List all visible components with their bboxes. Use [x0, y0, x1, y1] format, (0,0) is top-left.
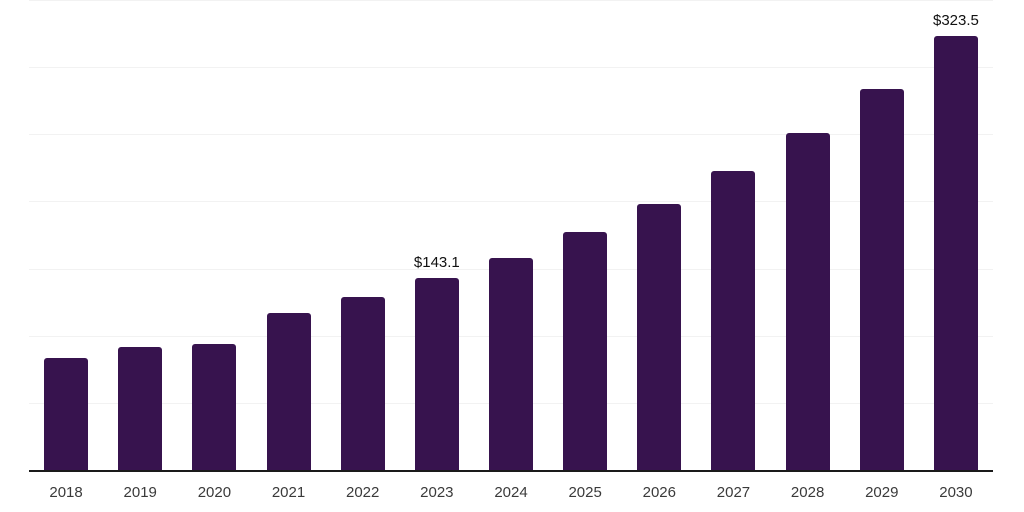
bar-2023: [414, 277, 459, 470]
x-tick-label-2019: 2019: [123, 484, 157, 501]
bar-2018: [44, 357, 89, 470]
bar-2024: [489, 258, 533, 470]
bar-2021: [266, 313, 311, 470]
bar-2027: [711, 171, 756, 470]
gridline-350: [29, 0, 993, 1]
bar-2022: [340, 297, 385, 470]
x-tick-label-2025: 2025: [568, 484, 602, 501]
x-axis-line: [29, 470, 993, 472]
gridline-200: [29, 201, 993, 203]
bar-2020: [192, 343, 237, 470]
value-label-2030: $323.5: [932, 11, 979, 29]
value-label-2023: $143.1: [413, 253, 460, 271]
gridline-250: [29, 134, 993, 136]
x-tick-label-2024: 2024: [494, 484, 528, 501]
x-tick-label-2027: 2027: [716, 484, 751, 501]
x-tick-label-2030: 2030: [939, 484, 973, 501]
x-tick-label-2023: 2023: [420, 484, 454, 501]
x-tick-label-2029: 2029: [865, 484, 899, 501]
bar-2019: [118, 347, 163, 470]
x-tick-label-2026: 2026: [642, 484, 676, 501]
x-tick-label-2020: 2020: [197, 484, 232, 501]
gridline-300: [29, 67, 993, 69]
bar-2029: [859, 88, 904, 470]
x-tick-label-2021: 2021: [271, 484, 306, 501]
bar-2028: [785, 133, 830, 470]
bar-2030: [933, 35, 978, 470]
bar-2025: [563, 232, 608, 470]
x-tick-label-2022: 2022: [346, 484, 380, 501]
x-tick-label-2028: 2028: [790, 484, 825, 501]
bar-2026: [637, 203, 682, 470]
x-tick-label-2018: 2018: [49, 484, 83, 501]
